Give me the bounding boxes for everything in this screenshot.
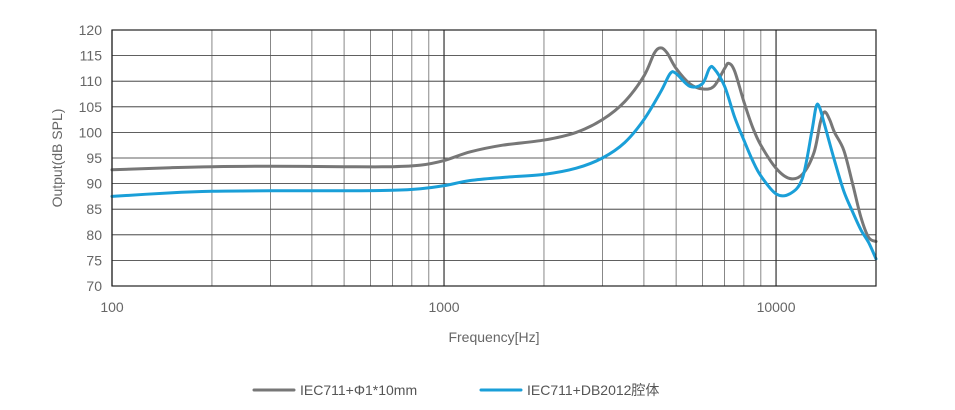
y-tick-label: 85 (86, 201, 102, 217)
y-tick-label: 95 (86, 150, 102, 166)
y-tick-label: 75 (86, 252, 102, 268)
x-tick-labels: 100 1000 10000 (100, 299, 795, 315)
series-lines (110, 46, 878, 261)
x-tick-label: 100 (100, 299, 124, 315)
y-tick-label: 110 (80, 73, 103, 89)
plot-frame (111, 29, 877, 287)
x-tick-label: 10000 (757, 299, 796, 315)
y-tick-label: 100 (79, 124, 103, 140)
y-tick-label: 120 (79, 22, 103, 38)
x-axis-title: Frequency[Hz] (448, 329, 539, 345)
series-line-2 (110, 64, 878, 261)
y-tick-label: 105 (79, 99, 103, 115)
y-axis-title: Output(dB SPL) (49, 109, 65, 208)
grid (111, 29, 877, 287)
legend-label-1: IEC711+Φ1*10mm (300, 382, 417, 398)
y-tick-label: 115 (80, 48, 103, 64)
legend-label-2: IEC711+DB2012腔体 (527, 382, 659, 398)
plot-border (111, 29, 877, 287)
y-tick-label: 70 (86, 278, 102, 294)
y-tick-labels: 70 75 80 85 90 95 100 105 110 115 120 (79, 22, 103, 294)
series-line-1 (110, 46, 878, 243)
x-tick-label: 1000 (428, 299, 459, 315)
legend: IEC711+Φ1*10mm IEC711+DB2012腔体 (252, 382, 659, 398)
y-tick-label: 80 (86, 227, 102, 243)
y-tick-label: 90 (86, 176, 102, 192)
